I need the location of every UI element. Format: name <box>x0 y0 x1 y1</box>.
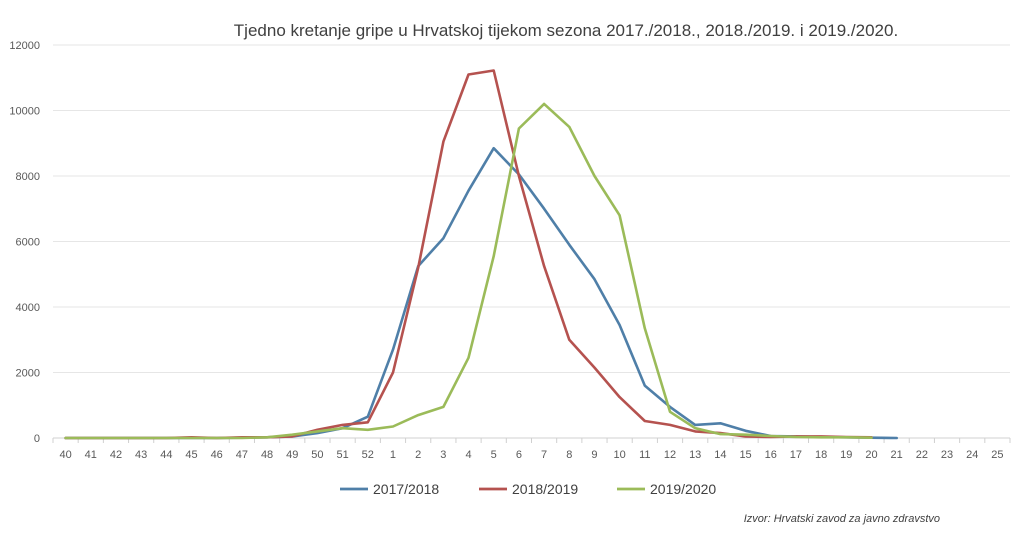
x-tick-label: 43 <box>135 449 147 461</box>
x-axis-ticks: 40 41 42 43 44 45 46 47 48 49 50 51 52 1 2 3 4 5 6 7 8 9 10 11 1… <box>52 438 1011 461</box>
y-tick-label: 4000 <box>16 302 40 314</box>
x-tick-label: 44 <box>160 449 172 461</box>
x-tick-label: 12 <box>664 449 676 461</box>
x-tick-label: 47 <box>236 449 248 461</box>
legend-label: 2019/2020 <box>650 481 716 497</box>
x-tick-label: 51 <box>336 449 348 461</box>
x-tick-label: 16 <box>765 449 777 461</box>
x-tick-label: 48 <box>261 449 273 461</box>
x-tick-label: 15 <box>739 449 751 461</box>
x-tick-label: 4 <box>465 449 471 461</box>
chart-title: Tjedno kretanje gripe u Hrvatskoj tijeko… <box>234 21 898 40</box>
legend: 2017/2018 2018/2019 2019/2020 <box>340 481 716 497</box>
x-tick-label: 5 <box>491 449 497 461</box>
x-tick-label: 52 <box>362 449 374 461</box>
y-axis-ticks: 0 2000 4000 6000 8000 10000 12000 <box>9 40 40 445</box>
x-tick-label: 23 <box>941 449 953 461</box>
x-tick-label: 13 <box>689 449 701 461</box>
x-tick-label: 7 <box>541 449 547 461</box>
x-tick-label: 42 <box>110 449 122 461</box>
y-tick-label: 12000 <box>9 40 40 52</box>
x-tick-label: 20 <box>865 449 877 461</box>
series-line-2019-2020 <box>64 102 873 440</box>
x-tick-label: 14 <box>714 449 726 461</box>
x-tick-label: 2 <box>415 449 421 461</box>
y-tick-label: 10000 <box>9 106 40 118</box>
y-tick-label: 0 <box>34 433 40 445</box>
x-tick-label: 3 <box>440 449 446 461</box>
x-tick-label: 22 <box>916 449 928 461</box>
x-tick-label: 49 <box>286 449 298 461</box>
legend-label: 2017/2018 <box>373 481 439 497</box>
x-tick-label: 21 <box>891 449 903 461</box>
grid-lines <box>53 44 1010 439</box>
series-lines <box>64 69 898 440</box>
x-tick-label: 41 <box>85 449 97 461</box>
legend-label: 2018/2019 <box>512 481 578 497</box>
x-tick-label: 11 <box>639 449 650 461</box>
x-tick-label: 8 <box>566 449 572 461</box>
series-line-2018-2019 <box>64 69 873 440</box>
x-tick-label: 6 <box>516 449 522 461</box>
x-tick-label: 18 <box>815 449 827 461</box>
x-tick-label: 45 <box>185 449 197 461</box>
y-tick-label: 2000 <box>16 368 40 380</box>
x-tick-label: 1 <box>390 449 396 461</box>
x-tick-label: 17 <box>790 449 802 461</box>
x-tick-label: 19 <box>840 449 852 461</box>
y-tick-label: 8000 <box>16 171 40 183</box>
y-tick-label: 6000 <box>16 237 40 249</box>
x-tick-label: 9 <box>591 449 597 461</box>
x-tick-label: 25 <box>991 449 1003 461</box>
x-tick-label: 40 <box>59 449 71 461</box>
x-tick-label: 10 <box>614 449 626 461</box>
x-tick-label: 24 <box>966 449 978 461</box>
x-tick-label: 46 <box>211 449 223 461</box>
x-tick-label: 50 <box>311 449 323 461</box>
series-line-2017-2018 <box>64 146 898 440</box>
source-note: Izvor: Hrvatski zavod za javno zdravstvo <box>744 513 940 525</box>
